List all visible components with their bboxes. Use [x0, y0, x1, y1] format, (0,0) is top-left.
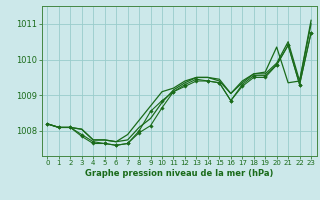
X-axis label: Graphe pression niveau de la mer (hPa): Graphe pression niveau de la mer (hPa) [85, 169, 273, 178]
